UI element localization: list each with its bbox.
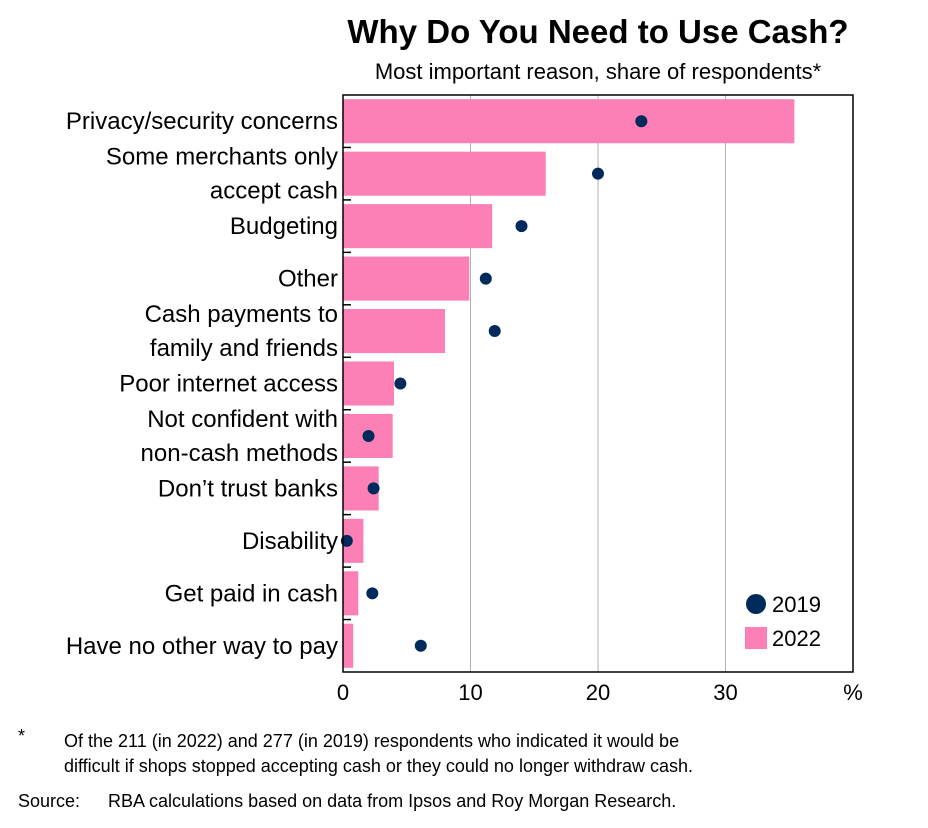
bar-2022 [343,309,445,354]
footnote-line-1: Of the 211 (in 2022) and 277 (in 2019) r… [64,731,680,751]
bar-2022 [343,204,493,249]
bar-2022 [343,361,394,406]
category-label: Disability [242,528,338,555]
dot-2019 [488,325,501,338]
x-tick-label: 30 [713,680,737,705]
dot-2019 [394,377,407,390]
footnote-line-2: difficult if shops stopped accepting cas… [64,756,694,776]
dot-2019 [366,587,379,600]
chart-subtitle: Most important reason, share of responde… [375,59,822,84]
category-label: Not confident with [147,406,338,433]
bar-2022 [343,99,795,144]
category-label: accept cash [210,178,338,205]
x-tick-label: 20 [586,680,610,705]
legend-label-2019: 2019 [772,592,821,617]
bar-2022 [343,256,470,301]
dot-2019 [479,272,492,285]
legend-label-2022: 2022 [772,626,821,651]
category-label: Don’t trust banks [158,475,338,502]
dot-2019 [414,639,427,652]
category-label: Cash payments to [145,301,338,328]
category-label: Poor internet access [119,371,338,398]
category-label: non-cash methods [141,440,338,467]
chart-title: Why Do You Need to Use Cash? [347,13,848,50]
bar-2022 [343,151,546,196]
x-tick-label: 0 [337,680,349,705]
legend-marker-2022 [745,627,767,649]
category-label: Other [278,266,338,293]
legend-marker-2019 [746,594,766,614]
dot-2019 [362,429,375,442]
dot-2019 [592,167,604,180]
x-tick-label: 10 [458,680,482,705]
dot-2019 [635,115,648,128]
dot-2019 [367,482,380,495]
x-unit-label: % [843,680,863,705]
category-label: family and friends [150,335,338,362]
legend: 2019 2022 [745,592,821,651]
footnote-marker: * [18,726,26,746]
category-label: Get paid in cash [165,580,338,607]
category-label: Privacy/security concerns [66,108,338,135]
bar-2022 [343,623,354,668]
source-text: RBA calculations based on data from Ipso… [108,791,677,811]
bar-2022 [343,518,364,563]
category-label: Budgeting [230,213,338,240]
plot-frame [342,94,854,673]
bar-2022 [343,571,359,616]
category-label: Some merchants only [106,144,338,171]
dot-2019 [340,534,353,547]
category-label: Have no other way to pay [66,633,338,660]
source-label: Source: [18,791,81,811]
dot-2019 [515,220,528,233]
